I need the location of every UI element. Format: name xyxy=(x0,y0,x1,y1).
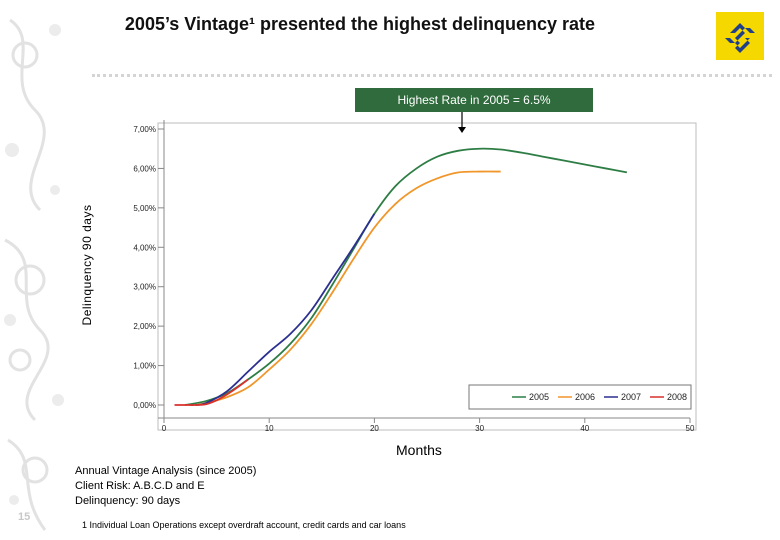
callout-arrow-head xyxy=(458,127,466,133)
x-tick-label: 0 xyxy=(162,424,167,433)
series-line-2005 xyxy=(184,147,628,406)
y-tick-label: 2,00% xyxy=(133,322,156,331)
footnote: 1 Individual Loan Operations except over… xyxy=(82,520,406,530)
series-line-2006 xyxy=(195,170,501,406)
y-tick-label: 7,00% xyxy=(133,125,156,134)
x-tick-label: 20 xyxy=(370,424,379,433)
note-line: Client Risk: A.B.C.D and E xyxy=(75,480,205,492)
y-tick-label: 5,00% xyxy=(133,204,156,213)
y-tick-label: 3,00% xyxy=(133,283,156,292)
y-axis-label: Delinquency 90 days xyxy=(80,204,94,326)
y-tick-label: 0,00% xyxy=(133,401,156,410)
page-title: 2005’s Vintage¹ presented the highest de… xyxy=(124,14,596,34)
legend-label-2008: 2008 xyxy=(667,392,687,402)
banco-do-brasil-logo-icon xyxy=(716,12,764,60)
plot-frame xyxy=(157,122,697,431)
notes-block: Annual Vintage Analysis (since 2005) Cli… xyxy=(75,464,256,509)
highest-rate-callout: Highest Rate in 2005 = 6.5% xyxy=(355,88,593,112)
y-tick-label: 4,00% xyxy=(133,243,156,252)
legend-label-2007: 2007 xyxy=(621,392,641,402)
title-divider xyxy=(92,74,772,77)
series-line-2008 xyxy=(174,378,249,406)
x-axis-label: Months xyxy=(396,442,442,458)
note-line: Annual Vintage Analysis (since 2005) xyxy=(75,465,257,477)
note-line: Delinquency: 90 days xyxy=(75,495,181,507)
page-number: 15 xyxy=(18,511,31,523)
x-tick-label: 40 xyxy=(580,424,589,433)
x-tick-label: 10 xyxy=(265,424,274,433)
x-tick-label: 30 xyxy=(475,424,484,433)
x-tick-label: 50 xyxy=(686,424,695,433)
legend-label-2006: 2006 xyxy=(575,392,595,402)
series-line-2007 xyxy=(195,213,376,406)
legend-label-2005: 2005 xyxy=(529,392,549,402)
y-tick-label: 1,00% xyxy=(133,362,156,371)
floral-ornament-icon xyxy=(4,18,64,531)
y-tick-label: 6,00% xyxy=(133,164,156,173)
